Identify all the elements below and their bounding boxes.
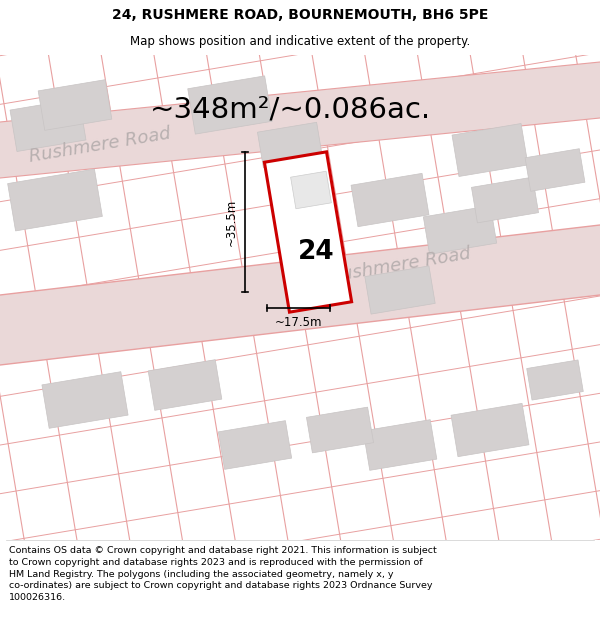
Polygon shape [0,62,600,178]
Polygon shape [307,407,374,453]
Polygon shape [525,149,585,191]
Text: 24, RUSHMERE ROAD, BOURNEMOUTH, BH6 5PE: 24, RUSHMERE ROAD, BOURNEMOUTH, BH6 5PE [112,8,488,22]
Text: ~348m²/~0.086ac.: ~348m²/~0.086ac. [149,96,431,124]
Polygon shape [451,403,529,457]
Polygon shape [265,152,352,312]
Text: Rushmere Road: Rushmere Road [328,244,472,286]
Polygon shape [424,206,497,254]
Polygon shape [472,177,539,223]
Polygon shape [8,169,103,231]
Polygon shape [42,372,128,428]
Polygon shape [188,76,272,134]
Polygon shape [218,421,292,469]
Polygon shape [365,266,435,314]
Text: 24: 24 [298,239,334,265]
Polygon shape [148,359,222,411]
Text: Map shows position and indicative extent of the property.: Map shows position and indicative extent… [130,35,470,48]
Polygon shape [363,419,437,471]
Text: Rushmere Road: Rushmere Road [28,124,172,166]
Polygon shape [257,122,323,168]
Text: ~35.5m: ~35.5m [224,198,238,246]
Polygon shape [290,171,331,209]
Polygon shape [38,79,112,131]
Polygon shape [527,360,583,400]
Polygon shape [0,225,600,365]
Polygon shape [10,99,86,151]
Polygon shape [452,124,528,176]
Text: ~17.5m: ~17.5m [275,316,322,329]
Text: Contains OS data © Crown copyright and database right 2021. This information is : Contains OS data © Crown copyright and d… [9,546,437,602]
Polygon shape [351,173,429,227]
